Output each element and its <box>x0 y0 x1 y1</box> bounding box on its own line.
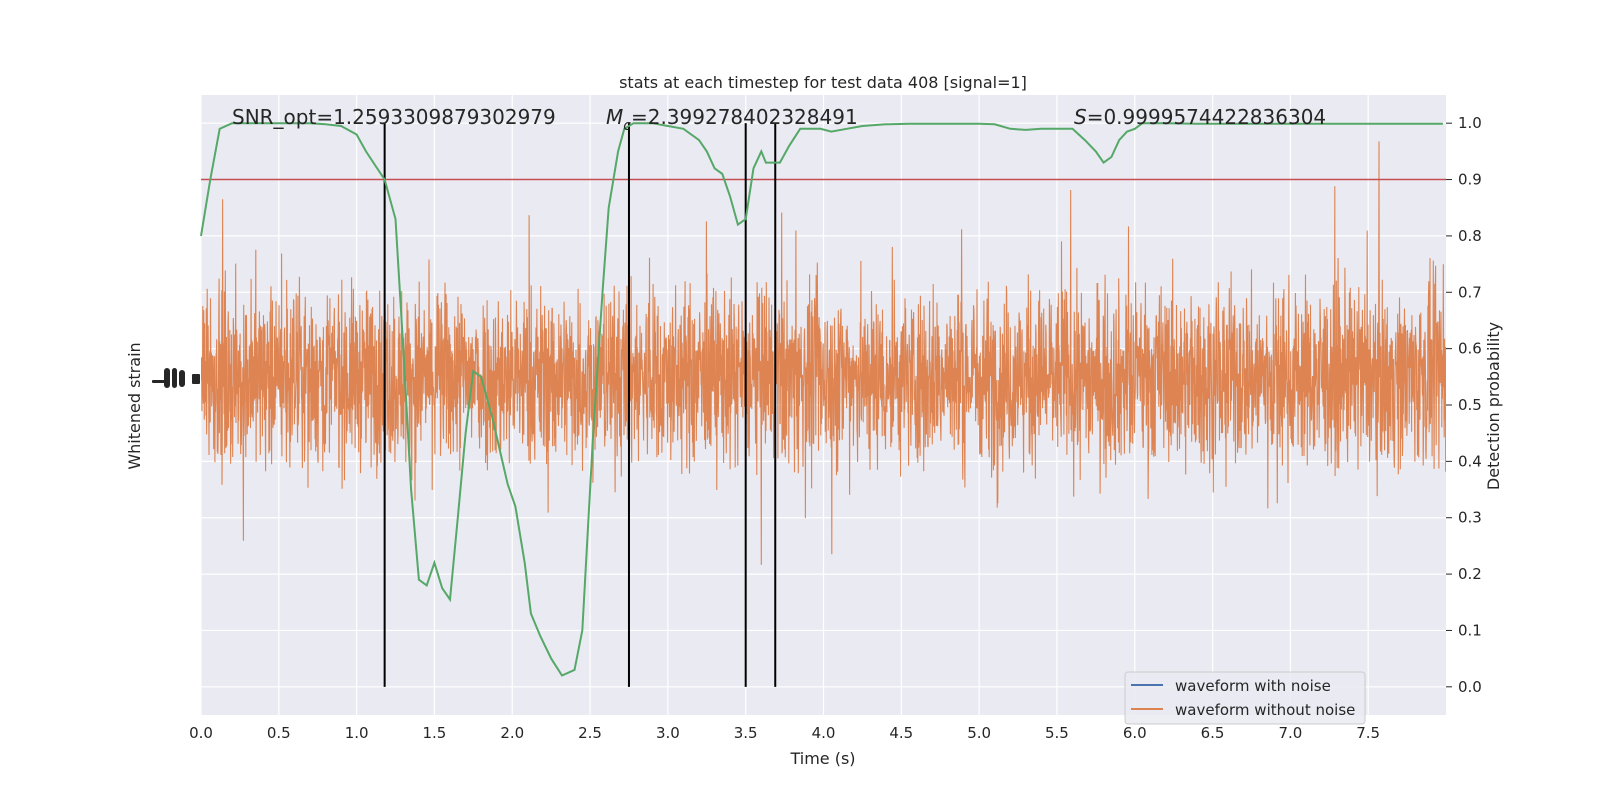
x-tick-label: 3.5 <box>734 724 758 742</box>
x-tick-label: 1.5 <box>423 724 447 742</box>
x-tick-label: 2.5 <box>578 724 602 742</box>
y-tick-label: 0.9 <box>1458 171 1482 189</box>
chirp-mass-subscript: c <box>623 118 631 134</box>
x-tick-label: 7.5 <box>1356 724 1380 742</box>
x-tick-label: 7.0 <box>1278 724 1302 742</box>
waveform-without-noise-trace <box>201 141 1446 565</box>
y-tick-label: 0.8 <box>1458 227 1482 245</box>
detection-probability-line <box>200 122 1443 677</box>
y-tick-label: 0.1 <box>1458 621 1482 639</box>
x-tick-label: 3.0 <box>656 724 680 742</box>
y-tick-label: 0.4 <box>1458 452 1482 470</box>
y-tick-label: 1.0 <box>1458 114 1482 132</box>
x-tick-label: 4.0 <box>812 724 836 742</box>
right-y-axis-ticks: 0.0 0.1 0.2 0.3 0.4 0.5 0.6 0.7 0.8 0.9 1.0 <box>1446 114 1482 696</box>
legend-label-without-noise: waveform without noise <box>1175 701 1355 719</box>
x-axis-label: Time (s) <box>789 749 855 768</box>
x-tick-label: 6.5 <box>1201 724 1225 742</box>
y-tick-label: 0.3 <box>1458 509 1482 527</box>
x-tick-label: 6.0 <box>1123 724 1147 742</box>
legend: waveform with noise waveform without noi… <box>1124 671 1366 725</box>
x-tick-label: 0.5 <box>267 724 291 742</box>
chirp-mass-annotation: Mc=2.399278402328491 <box>606 105 858 134</box>
chart-title: stats at each timestep for test data 408… <box>619 73 1027 92</box>
snr-annotation: SNR_opt=1.2593309879302979 <box>232 105 556 129</box>
x-tick-label: 2.0 <box>500 724 524 742</box>
left-axis-tick-labels <box>152 368 200 388</box>
y-tick-label: 0.6 <box>1458 340 1482 358</box>
s-value: =0.9999574422836304 <box>1087 105 1326 129</box>
chirp-mass-symbol: M <box>606 105 623 129</box>
y-tick-label: 0.0 <box>1458 678 1482 696</box>
x-tick-label: 1.0 <box>345 724 369 742</box>
s-annotation: S=0.9999574422836304 <box>1074 105 1326 129</box>
x-axis-ticks: 0.0 0.5 1.0 1.5 2.0 2.5 3.0 3.5 4.0 4.5 5.0 5.5 6.0 6… <box>189 724 1380 742</box>
x-tick-label: 4.5 <box>889 724 913 742</box>
vertical-markers <box>383 123 777 687</box>
left-y-axis-label: Whitened strain <box>125 342 144 469</box>
x-tick-label: 0.0 <box>189 724 213 742</box>
legend-label-with-noise: waveform with noise <box>1175 677 1331 695</box>
s-symbol: S <box>1074 105 1087 129</box>
x-tick-label: 5.0 <box>967 724 991 742</box>
y-tick-label: 0.2 <box>1458 565 1482 583</box>
right-y-axis-label: Detection probability <box>1484 322 1503 490</box>
y-tick-label: 0.7 <box>1458 283 1482 301</box>
x-tick-label: 5.5 <box>1045 724 1069 742</box>
chirp-mass-value: =2.399278402328491 <box>631 105 858 129</box>
y-tick-label: 0.5 <box>1458 396 1482 414</box>
